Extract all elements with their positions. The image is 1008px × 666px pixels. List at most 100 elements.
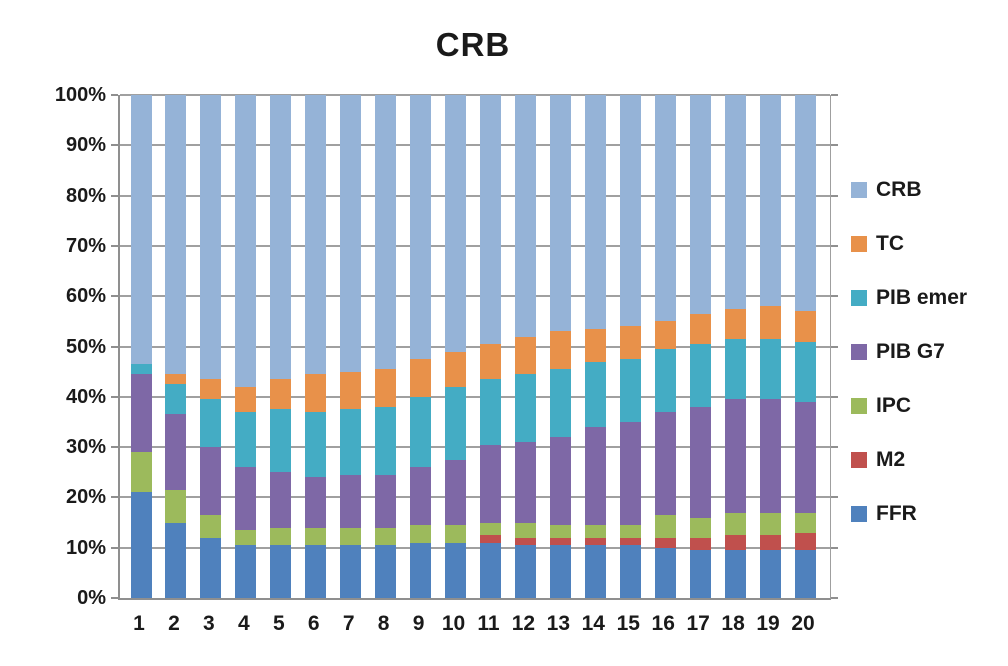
legend-swatch-icon [851,452,867,468]
y-tick-label-100pct: 100% [54,84,106,106]
legend-label: M2 [876,448,906,471]
bar-segment-pib-emer-cat8 [375,406,397,475]
bar-segment-crb-cat18 [724,95,746,309]
x-tick-label-7: 7 [342,612,355,635]
legend-item-pib-g7: PIB G7 [851,325,967,379]
bar-segment-pib-g7-cat4 [235,467,257,531]
x-tick-label-17: 17 [686,612,710,635]
bar-segment-ipc-cat19 [759,512,781,536]
bar-segment-crb-cat17 [689,95,711,314]
legend-item-tc: TC [851,217,967,271]
bar-segment-ffr-cat3 [200,537,222,598]
bar-segment-pib-emer-cat14 [584,361,606,428]
bar-segment-ffr-cat19 [759,550,781,598]
bar-column-16 [654,95,676,598]
axis-tick-left-40 [111,395,118,398]
bar-segment-pib-g7-cat1 [130,374,152,453]
bar-segment-ffr-cat16 [654,547,676,598]
axis-tick-right-50 [831,345,838,348]
legend-item-crb: CRB [851,163,967,217]
y-tick-label-10pct: 10% [65,536,106,559]
gridline-80 [120,194,830,197]
gridline-50 [120,345,830,348]
bar-column-18 [724,95,746,598]
bar-column-14 [584,95,606,598]
gridline-40 [120,395,830,398]
bar-segment-pib-g7-cat19 [759,399,781,513]
bar-segment-ffr-cat7 [340,545,362,598]
x-tick-label-20: 20 [791,612,815,635]
bar-segment-m2-cat16 [654,537,676,548]
axis-tick-right-30 [831,446,838,449]
y-tick-label-20pct: 20% [65,486,106,509]
bar-segment-crb-cat9 [410,95,432,360]
bar-segment-tc-cat14 [584,328,606,362]
bar-segment-ffr-cat4 [235,545,257,598]
bar-segment-ffr-cat10 [445,542,467,598]
bar-segment-pib-g7-cat3 [200,447,222,516]
bar-segment-pib-emer-cat20 [794,341,816,402]
bar-segment-pib-emer-cat4 [235,411,257,468]
axis-tick-left-10 [111,546,118,549]
legend-swatch-icon [851,344,867,360]
legend-swatch-icon [851,398,867,414]
bar-segment-pib-g7-cat14 [584,427,606,526]
y-tick-label-80pct: 80% [65,184,106,207]
bar-segment-tc-cat9 [410,359,432,397]
x-tick-label-14: 14 [581,612,605,635]
bar-segment-crb-cat8 [375,95,397,370]
y-tick-label-90pct: 90% [65,134,106,157]
bar-segment-m2-cat18 [724,535,746,551]
bar-segment-ipc-cat8 [375,527,397,546]
bar-segment-ipc-cat6 [305,527,327,546]
bar-segment-ffr-cat2 [165,522,187,598]
bar-segment-crb-cat19 [759,95,781,307]
bar-column-12 [514,95,536,598]
legend: CRB TC PIB emer PIB G7 IPC M2 FFR [851,163,967,541]
axis-tick-right-10 [831,546,838,549]
bar-segment-pib-g7-cat16 [654,411,676,516]
bar-segment-pib-emer-cat17 [689,344,711,407]
x-tick-label-8: 8 [377,612,390,635]
bar-segment-ffr-cat9 [410,542,432,598]
axis-tick-right-80 [831,194,838,197]
axis-tick-left-80 [111,194,118,197]
gridline-30 [120,446,830,449]
bar-segment-ipc-cat13 [549,525,571,538]
plot-area [111,94,838,600]
bar-segment-ipc-cat11 [479,522,501,536]
bar-column-9 [410,95,432,598]
gridline-100 [120,94,830,96]
bar-segment-ffr-cat11 [479,542,501,598]
x-tick-label-12: 12 [511,612,536,635]
axis-tick-left-30 [111,446,118,449]
legend-label: TC [876,232,904,255]
bar-segment-ffr-cat8 [375,545,397,598]
legend-label: FFR [876,502,917,525]
bar-column-6 [305,95,327,598]
bar-segment-m2-cat14 [584,537,606,546]
x-tick-label-6: 6 [307,612,320,635]
x-tick-label-19: 19 [756,612,780,635]
bar-segment-ipc-cat4 [235,530,257,546]
bar-segment-pib-g7-cat20 [794,401,816,513]
bar-segment-crb-cat20 [794,95,816,312]
bar-segment-ffr-cat13 [549,545,571,598]
axis-tick-right-20 [831,496,838,499]
axis-tick-left-60 [111,295,118,298]
bar-segment-pib-g7-cat9 [410,467,432,526]
bar-column-5 [270,95,292,598]
bar-segment-pib-emer-cat13 [549,369,571,438]
x-tick-label-18: 18 [721,612,745,635]
bar-segment-ffr-cat6 [305,545,327,598]
bar-segment-crb-cat13 [549,95,571,332]
bar-segment-ipc-cat16 [654,515,676,538]
bar-segment-pib-emer-cat11 [479,379,501,445]
bar-segment-ipc-cat10 [445,525,467,543]
bar-column-17 [689,95,711,598]
bar-segment-pib-g7-cat17 [689,406,711,518]
bar-column-10 [445,95,467,598]
bar-segment-ipc-cat7 [340,527,362,546]
bar-segment-tc-cat12 [514,336,536,375]
x-tick-label-1: 1 [133,612,145,635]
